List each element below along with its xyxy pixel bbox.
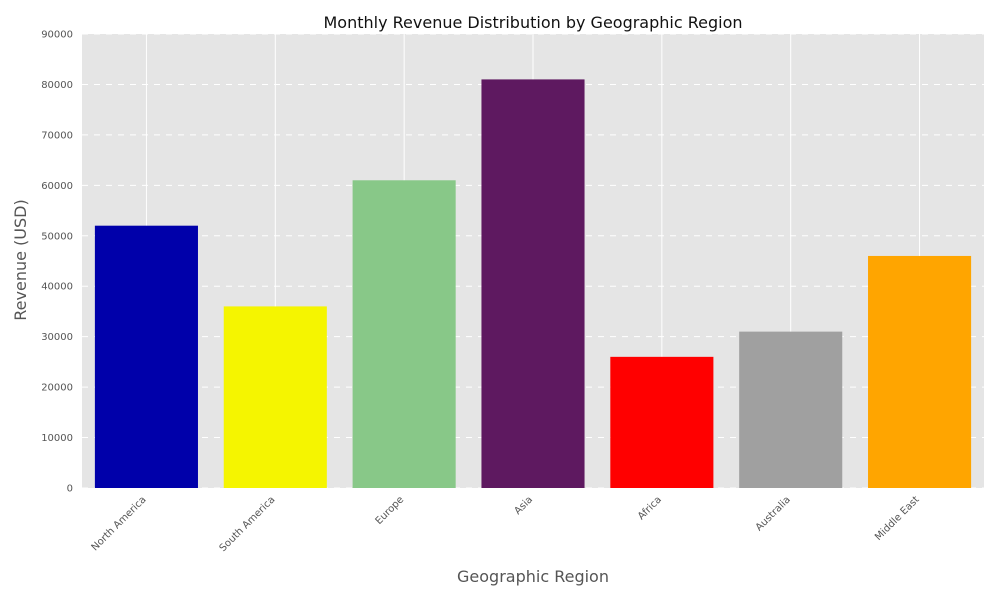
plot-area — [82, 33, 984, 489]
y-axis-label: Revenue (USD) — [11, 199, 30, 320]
y-tick-label: 40000 — [41, 282, 73, 293]
y-tick-label: 20000 — [41, 383, 73, 394]
y-tick-label: 70000 — [41, 130, 73, 141]
x-axis-label: Geographic Region — [457, 567, 609, 586]
y-axis-ticks: 0 10000 20000 30000 40000 50000 60000 70000 8000… — [41, 30, 73, 495]
y-tick-label: 10000 — [41, 433, 73, 444]
x-tick-label: Asia — [513, 494, 536, 517]
bar-middle-east — [868, 255, 972, 488]
x-tick-label: South America — [218, 494, 278, 554]
bar-south-america — [223, 306, 327, 488]
bar-australia — [739, 331, 843, 488]
y-tick-label: 80000 — [41, 80, 73, 91]
y-tick-label: 50000 — [41, 231, 73, 242]
y-tick-label: 0 — [67, 484, 73, 495]
chart-title: Monthly Revenue Distribution by Geograph… — [323, 13, 742, 32]
bar-africa — [610, 356, 714, 488]
bar-north-america — [94, 225, 198, 488]
y-tick-label: 90000 — [41, 30, 73, 41]
bar-europe — [352, 180, 456, 489]
x-axis-ticks: North America South America Europe Asia Afri… — [90, 494, 922, 554]
y-tick-label: 60000 — [41, 181, 73, 192]
x-tick-label: Africa — [636, 494, 664, 522]
x-tick-label: Middle East — [873, 494, 922, 543]
bar-asia — [481, 79, 585, 489]
x-tick-label: Europe — [374, 494, 407, 527]
y-tick-label: 30000 — [41, 332, 73, 343]
x-tick-label: Australia — [754, 494, 793, 533]
x-tick-label: North America — [90, 494, 149, 553]
